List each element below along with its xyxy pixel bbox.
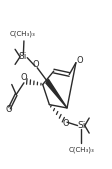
Text: O: O	[5, 105, 12, 114]
Polygon shape	[46, 79, 67, 108]
Text: O: O	[62, 118, 69, 128]
Text: C(CH₃)₃: C(CH₃)₃	[10, 31, 36, 38]
Text: Si: Si	[19, 52, 27, 61]
Text: O: O	[33, 60, 39, 69]
Text: O: O	[21, 73, 27, 82]
Text: C(CH₃)₃: C(CH₃)₃	[69, 147, 94, 153]
Text: O: O	[76, 56, 83, 65]
Text: Si: Si	[78, 121, 86, 130]
